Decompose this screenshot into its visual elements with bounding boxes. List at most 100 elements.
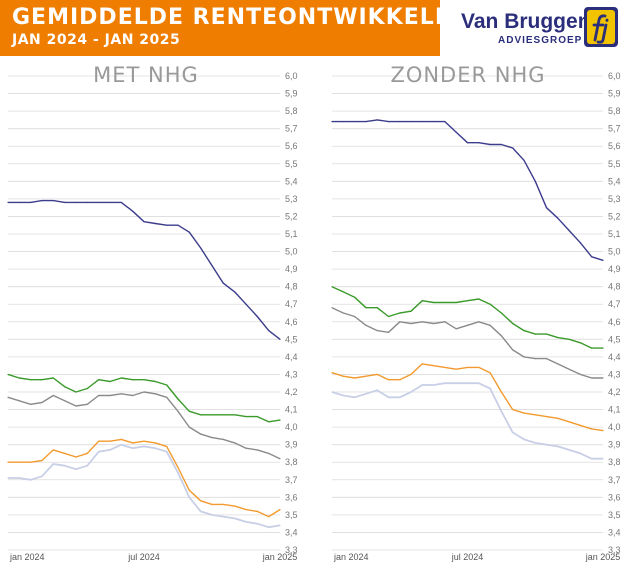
y-tick-label: 5,9: [285, 89, 298, 99]
data-point: [268, 452, 270, 455]
data-point: [568, 449, 570, 451]
data-point: [256, 415, 258, 418]
y-tick-label: 4,6: [608, 317, 621, 327]
data-point: [75, 391, 77, 393]
data-point: [200, 510, 202, 512]
x-tick-label: jan 2024: [333, 552, 369, 562]
data-point: [41, 401, 43, 404]
series-line: [8, 438, 281, 518]
data-point: [579, 242, 582, 244]
logo-name: Van Bruggen: [461, 10, 591, 33]
data-point: [52, 394, 54, 397]
y-tick-label: 5,3: [608, 194, 621, 204]
data-point: [211, 514, 213, 516]
data-point: [557, 363, 559, 365]
data-point: [268, 526, 270, 528]
data-point: [410, 391, 412, 393]
y-tick-label: 4,8: [608, 282, 621, 292]
data-point: [109, 440, 111, 442]
data-point: [466, 142, 469, 144]
data-point: [98, 451, 100, 453]
data-point: [166, 384, 168, 386]
data-point: [64, 465, 66, 467]
data-point: [387, 379, 390, 381]
data-point: [331, 286, 333, 288]
data-point: [602, 259, 604, 261]
y-tick-label: 3,4: [608, 527, 621, 537]
data-point: [500, 410, 502, 412]
data-point: [75, 456, 77, 458]
data-point: [154, 393, 156, 395]
y-tick-label: 5,3: [285, 194, 298, 204]
x-tick-label: jul 2024: [451, 552, 484, 562]
data-point: [387, 396, 390, 398]
x-tick-label: jan 2025: [262, 552, 298, 562]
data-point: [331, 372, 333, 374]
data-point: [256, 315, 258, 318]
data-point: [30, 201, 32, 203]
data-point: [7, 373, 9, 376]
data-point: [365, 393, 367, 395]
data-point: [602, 430, 604, 432]
data-point: [120, 377, 122, 379]
data-point: [211, 265, 213, 267]
data-point: [98, 379, 100, 381]
data-point: [120, 393, 122, 395]
data-point: [143, 391, 145, 393]
series-line: [332, 119, 604, 261]
y-tick-label: 3,9: [608, 440, 621, 450]
data-point: [410, 322, 412, 325]
data-point: [365, 307, 367, 309]
data-point: [132, 447, 134, 449]
data-point: [353, 377, 356, 379]
data-point: [591, 458, 593, 460]
y-tick-label: 4,4: [285, 352, 298, 362]
data-point: [557, 336, 559, 339]
data-point: [166, 445, 168, 448]
data-point: [52, 449, 54, 451]
data-point: [523, 356, 525, 358]
data-point: [256, 510, 258, 512]
y-tick-label: 4,0: [608, 422, 621, 432]
data-point: [177, 224, 179, 226]
data-point: [512, 408, 514, 411]
data-point: [7, 396, 9, 398]
data-point: [444, 301, 446, 304]
y-tick-label: 3,9: [285, 440, 298, 450]
data-point: [188, 489, 190, 491]
data-point: [534, 442, 536, 444]
data-point: [86, 465, 88, 467]
data-point: [52, 463, 54, 465]
y-tick-label: 5,4: [285, 176, 298, 186]
data-point: [523, 412, 525, 414]
y-tick-label: 3,6: [285, 492, 298, 502]
data-point: [365, 375, 367, 377]
data-point: [234, 414, 236, 416]
data-point: [534, 414, 536, 416]
data-point: [455, 368, 457, 370]
y-tick-label: 3,7: [285, 475, 298, 485]
title-banner: GEMIDDELDE RENTEONTWIKKELING JAN 2024 - …: [0, 0, 481, 56]
data-point: [30, 461, 32, 463]
data-point: [478, 298, 480, 300]
data-point: [211, 437, 213, 439]
data-point: [279, 509, 281, 511]
data-point: [365, 121, 367, 123]
data-point: [177, 410, 179, 412]
y-tick-label: 5,5: [285, 159, 298, 169]
data-point: [568, 338, 570, 340]
data-point: [154, 442, 156, 444]
data-point: [109, 449, 111, 451]
data-point: [591, 256, 593, 258]
y-tick-label: 4,3: [285, 369, 298, 379]
data-point: [154, 222, 156, 225]
data-point: [410, 373, 412, 376]
data-point: [466, 324, 469, 326]
data-point: [75, 468, 77, 470]
data-point: [331, 307, 333, 309]
series-line: [331, 286, 603, 349]
data-point: [18, 461, 20, 463]
page-subtitle: JAN 2024 - JAN 2025: [12, 32, 181, 48]
data-point: [500, 312, 502, 314]
data-point: [591, 347, 593, 349]
